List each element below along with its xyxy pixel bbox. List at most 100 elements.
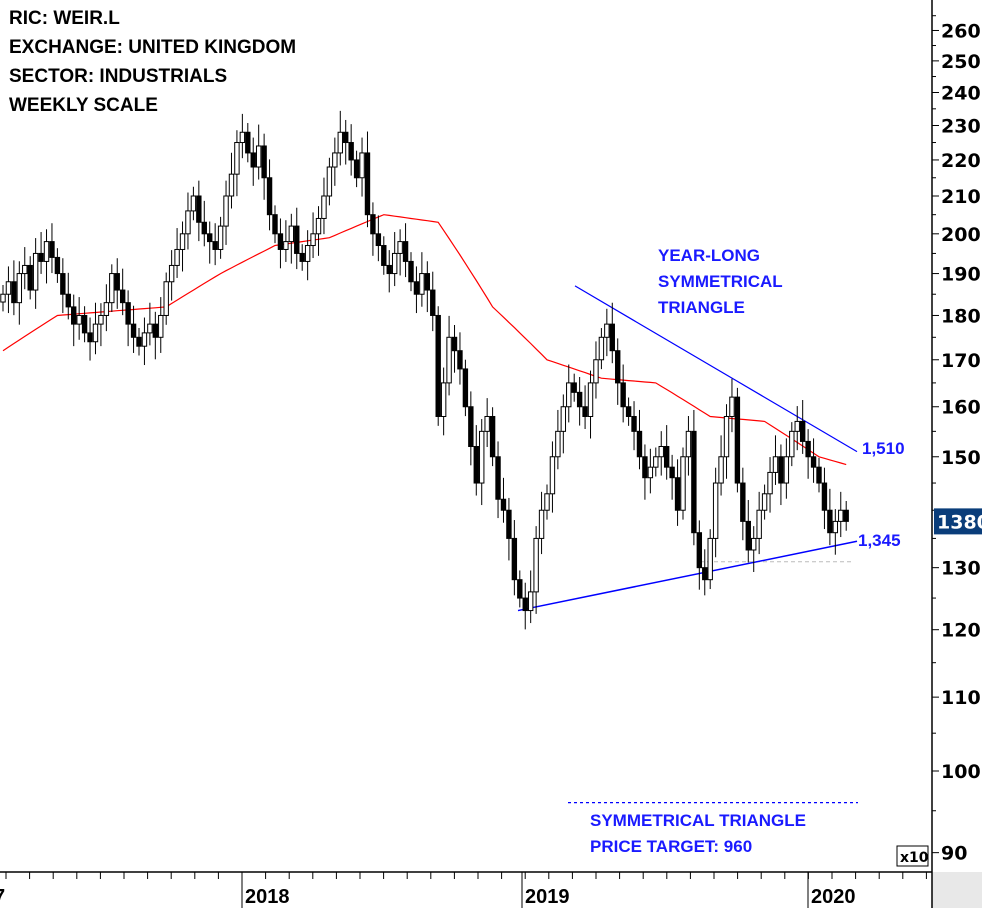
candle-body [103,302,110,316]
annotation-line: SYMMETRICAL [658,272,783,291]
x-tick-label: 2019 [525,886,570,908]
candle-body [538,509,545,539]
candle-body [359,152,365,179]
candle-body [0,293,6,303]
candle-body [772,456,779,473]
candle-body [370,214,376,235]
last-price-label: 1380 [937,511,982,533]
candle-body [185,210,191,235]
candle-body [446,336,452,384]
candle-body [740,482,746,522]
candle-body [734,396,741,484]
y-tick-label: 230 [941,115,981,137]
candle-body [228,173,235,197]
candle-body [98,314,104,325]
candle-body [27,264,33,291]
candle-body [130,323,137,338]
candle-body [87,332,93,343]
candle-body [5,281,12,295]
candle-body [174,248,180,266]
candle-body [696,532,703,569]
candle-body [707,537,713,581]
candle-body [723,415,730,458]
candle-body [555,430,561,458]
candle-body [430,289,436,316]
candle-body [625,406,632,417]
sector-label: SECTOR: INDUSTRIALS [9,66,228,87]
candle-body [413,281,420,295]
candle-body [419,273,425,295]
candle-body [712,482,719,539]
candle-body [136,336,142,347]
x-tick-label: 2018 [245,886,290,908]
candle-body [778,456,784,484]
candle-body [49,241,55,258]
candle-body [283,241,289,250]
candle-body [794,420,800,432]
y-tick-label: 90 [941,843,967,865]
candle-body [158,314,164,338]
y-tick-label: 260 [941,20,981,42]
candle-body [71,306,77,325]
candle-body [43,241,50,262]
candle-body [527,591,534,612]
candle-body [511,537,518,581]
candle-body [647,466,654,479]
y-tick-label: 220 [941,150,981,172]
candle-body [506,509,512,539]
candle-body [533,537,539,593]
candle-body [522,597,528,612]
y-tick-label: 170 [941,350,981,372]
candle-body [266,177,273,216]
candle-body [609,323,615,352]
candle-body [642,456,648,479]
candle-body [620,382,626,408]
candle-body [691,430,697,534]
x-tick-label: 7 [0,886,5,908]
candle-body [239,131,246,144]
candle-body [658,445,664,458]
candle-body [604,323,610,338]
exchange-label: EXCHANGE: UNITED KINGDOM [9,37,297,58]
y-tick-label: 160 [941,397,981,419]
candle-body [745,520,751,551]
candle-body [544,493,550,511]
candle-body [223,195,229,227]
candle-body [304,245,311,262]
candle-body [277,233,284,250]
candle-body [196,195,202,223]
candle-body [152,323,159,338]
candle-body [729,396,735,417]
candle-body [576,391,583,408]
y-tick-label: 180 [941,305,981,327]
candle-body [337,131,343,154]
candle-body [179,233,186,250]
candle-body [473,445,479,484]
candle-body [272,214,278,235]
multiplier-box [896,845,929,867]
triangle-title-annotation: YEAR-LONG SYMMETRICAL TRIANGLE [658,243,783,321]
multiplier-label: x10 [900,850,929,866]
candle-body [364,152,371,216]
candle-body [76,314,82,325]
candle-body [751,537,757,551]
candle-body [571,382,577,393]
candle-body [22,264,28,275]
annotation-line: TRIANGLE [658,298,745,317]
candle-body [821,482,828,511]
candle-body [326,166,333,197]
candle-body [125,302,131,325]
candle-body [397,241,403,254]
candle-body [805,440,811,458]
candle-body [663,445,670,468]
candle-body [207,233,213,243]
candle-body [11,281,17,304]
candle-body [767,471,773,495]
candle-body [451,336,458,352]
annotation-line: YEAR-LONG [658,246,760,265]
price-target-annotation: SYMMETRICAL TRIANGLE PRICE TARGET: 960 [590,808,806,860]
candle-body [391,252,398,275]
candle-body [653,456,659,468]
lower-level-label: 1,345 [858,531,901,550]
candle-body [843,509,849,522]
